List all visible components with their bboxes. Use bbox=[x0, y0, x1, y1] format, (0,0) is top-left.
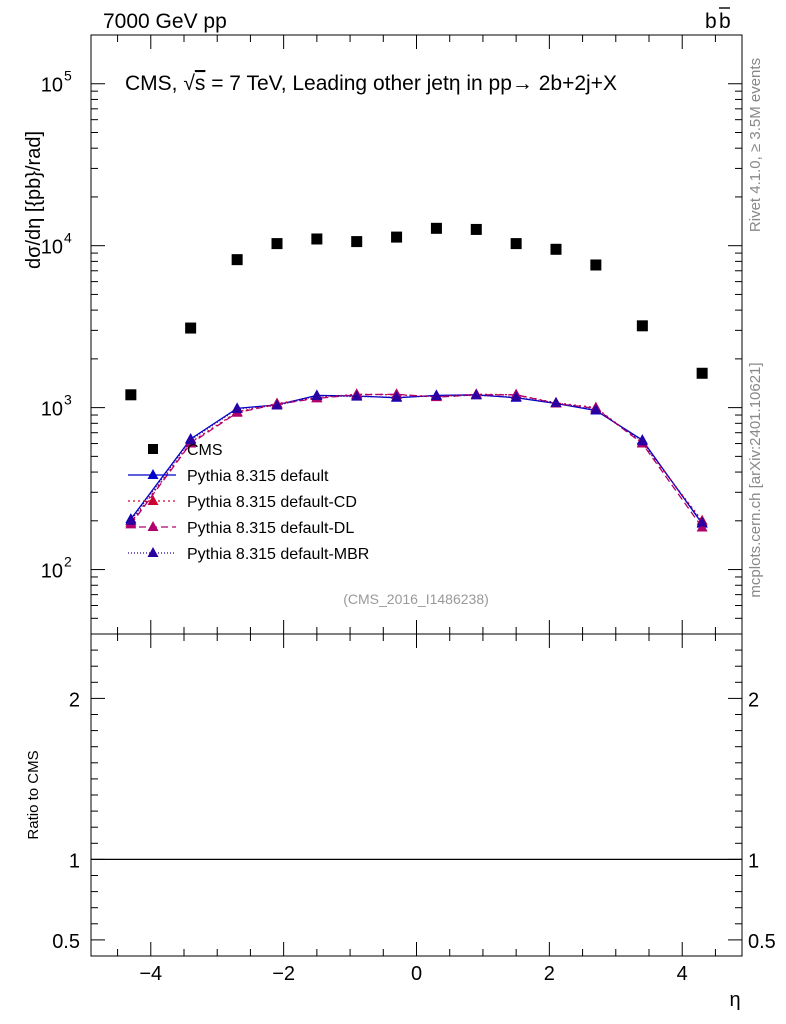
legend-marker-triangle bbox=[147, 495, 159, 505]
legend-label: Pythia 8.315 default-CD bbox=[187, 494, 357, 511]
title-part-a: CMS, bbox=[125, 72, 183, 95]
legend-marker-triangle bbox=[147, 469, 159, 479]
ratio-y-axis-label: Ratio to CMS bbox=[25, 750, 42, 839]
data-series bbox=[125, 222, 708, 532]
cms-data-point bbox=[696, 367, 708, 379]
title-part-b: = 7 TeV, Leading other jetη in pp→ 2b+2j… bbox=[205, 72, 617, 95]
x-tick-label: −4 bbox=[139, 963, 162, 985]
y-tick-label: 10 bbox=[41, 399, 63, 421]
x-tick-label: 0 bbox=[411, 963, 422, 985]
header-right-b2: b bbox=[719, 10, 731, 33]
x-axis-label: η bbox=[729, 989, 740, 1011]
y-tick-label: 10 bbox=[41, 237, 63, 259]
header-right: b b bbox=[705, 7, 731, 33]
rivet-label: Rivet 4.1.0, ≥ 3.5M events bbox=[747, 58, 764, 232]
mc-point bbox=[590, 403, 602, 414]
mc-point bbox=[636, 435, 648, 446]
legend-item-4: Pythia 8.315 default-MBR bbox=[128, 546, 369, 563]
chart-title: CMS, √s = 7 TeV, Leading other jetη in p… bbox=[125, 72, 617, 95]
ratio-tick-label-left: 2 bbox=[69, 689, 80, 711]
cms-data-point bbox=[590, 259, 602, 271]
mc-point bbox=[125, 514, 137, 525]
mc-point bbox=[470, 389, 482, 400]
mc-point bbox=[550, 396, 562, 407]
cms-data-point bbox=[636, 320, 648, 332]
cms-data-point bbox=[550, 243, 562, 255]
header-right-b1: b bbox=[705, 10, 717, 33]
ratio-tick-label-right: 1 bbox=[748, 850, 759, 872]
y-tick-label-exponent: 2 bbox=[64, 554, 72, 570]
mc-point bbox=[185, 434, 197, 445]
legend-item-3: Pythia 8.315 default-DL bbox=[128, 520, 354, 537]
title-sqrt: √ bbox=[183, 72, 195, 95]
mc-point bbox=[351, 390, 363, 401]
mc-point bbox=[430, 389, 442, 400]
legend-label: CMS bbox=[187, 442, 223, 459]
axis-ticks bbox=[91, 34, 742, 956]
legend-marker-triangle bbox=[147, 547, 159, 557]
cms-data-point bbox=[430, 222, 442, 234]
mc-line bbox=[130, 393, 703, 528]
mc-line bbox=[130, 394, 703, 523]
mc-point bbox=[231, 403, 243, 414]
mcplots-label: mcplots.cern.ch [arXiv:2401.10621] bbox=[747, 362, 764, 597]
mc-line bbox=[130, 394, 703, 525]
legend-label: Pythia 8.315 default bbox=[187, 468, 329, 485]
legend-marker-square bbox=[148, 444, 158, 454]
x-tick-label: 2 bbox=[544, 963, 555, 985]
legend-item-2: Pythia 8.315 default-CD bbox=[128, 494, 357, 511]
analysis-watermark: (CMS_2016_I1486238) bbox=[343, 591, 489, 607]
ratio-tick-label-right: 0.5 bbox=[748, 931, 776, 953]
legend-item-1: Pythia 8.315 default bbox=[128, 468, 329, 485]
mc-point bbox=[271, 399, 283, 410]
cms-data-point bbox=[311, 233, 323, 245]
y-tick-label-exponent: 3 bbox=[64, 392, 72, 408]
x-tick-label: 4 bbox=[677, 963, 688, 985]
cms-data-point bbox=[510, 238, 522, 250]
mc-point bbox=[696, 516, 708, 527]
y-tick-label-exponent: 5 bbox=[64, 68, 72, 84]
y-tick-label-exponent: 4 bbox=[64, 230, 72, 246]
legend-item-0: CMS bbox=[148, 442, 223, 459]
cms-data-point bbox=[231, 254, 243, 266]
ratio-tick-label-left: 0.5 bbox=[52, 931, 80, 953]
series-0 bbox=[125, 222, 708, 401]
main-panel-frame bbox=[90, 34, 743, 635]
mc-line bbox=[130, 393, 703, 523]
ratio-panel-frame bbox=[90, 633, 743, 957]
legend-marker-triangle bbox=[147, 521, 159, 531]
cms-data-point bbox=[470, 223, 482, 235]
cms-data-point bbox=[271, 238, 283, 250]
legend-label: Pythia 8.315 default-MBR bbox=[187, 546, 369, 563]
mc-point bbox=[391, 391, 403, 402]
y-tick-label: 10 bbox=[41, 75, 63, 97]
legend: CMS Pythia 8.315 default Pythia 8.315 defa… bbox=[128, 442, 369, 563]
ratio-tick-label-right: 2 bbox=[748, 689, 759, 711]
y-axis-label: dσ/dη [{pb}/rad] bbox=[23, 131, 45, 269]
cms-data-point bbox=[185, 322, 197, 334]
cms-data-point bbox=[125, 389, 137, 401]
series-4 bbox=[125, 389, 708, 527]
cms-data-point bbox=[351, 236, 363, 248]
header-left: 7000 GeV pp bbox=[103, 10, 227, 33]
mc-point bbox=[311, 389, 323, 400]
title-s: s bbox=[195, 72, 206, 95]
cms-data-point bbox=[391, 231, 403, 243]
x-tick-label: −2 bbox=[272, 963, 295, 985]
y-tick-label: 10 bbox=[41, 561, 63, 583]
mc-point bbox=[510, 391, 522, 402]
legend-label: Pythia 8.315 default-DL bbox=[187, 520, 354, 537]
ratio-tick-label-left: 1 bbox=[69, 850, 80, 872]
